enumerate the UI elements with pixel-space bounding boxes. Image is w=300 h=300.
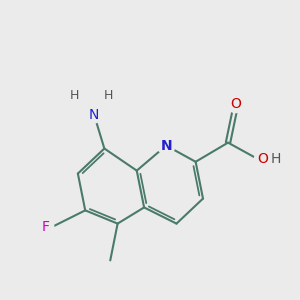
Circle shape [37,218,54,235]
Text: N: N [160,139,172,153]
Text: H: H [271,152,281,166]
Text: N: N [89,108,99,122]
Circle shape [254,151,271,167]
Circle shape [227,96,244,112]
Text: F: F [41,220,50,234]
Text: H: H [104,89,113,102]
Text: O: O [257,152,268,166]
Circle shape [86,106,102,123]
Text: H: H [70,89,80,102]
Text: O: O [230,98,241,111]
Circle shape [158,137,175,154]
